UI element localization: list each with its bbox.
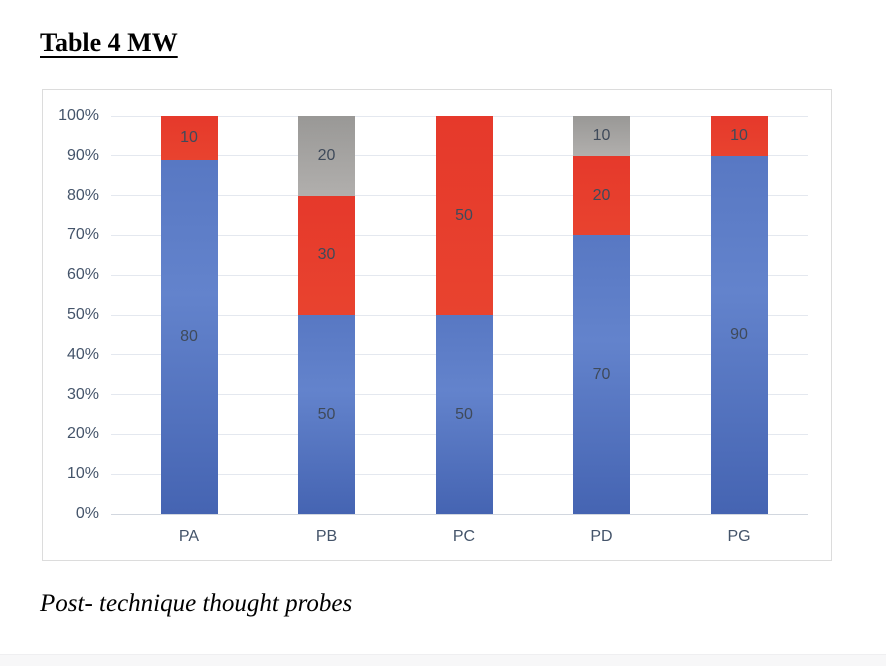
bar-segment-red <box>435 116 493 315</box>
bar-value-label: 10 <box>730 126 748 144</box>
bar-value-label: 50 <box>455 206 473 224</box>
y-axis-tick-label: 50% <box>66 306 99 323</box>
category-label: PD <box>590 528 613 545</box>
y-axis-tick-label: 100% <box>58 107 99 124</box>
y-axis-tick-label: 20% <box>66 425 99 443</box>
bar-segment-blue <box>160 160 218 514</box>
bar-value-label: 70 <box>592 365 611 383</box>
y-axis-tick-label: 40% <box>66 345 99 363</box>
y-axis-tick-label: 30% <box>66 385 99 403</box>
chart-frame: 0% 10% 20% 30% 40% 50% 60% 70% 80% 90% 100% 80 10 PA 5… <box>42 89 832 561</box>
bar-segment-blue <box>435 315 493 514</box>
bar-value-label: 50 <box>317 405 336 423</box>
bar-value-label: 90 <box>730 325 748 343</box>
bar-segment-gray <box>298 116 355 196</box>
category-label: PG <box>727 528 751 545</box>
y-axis-tick-label: 0% <box>75 505 99 522</box>
bar-segment-blue <box>573 235 630 514</box>
bar-value-label: 10 <box>180 129 198 147</box>
y-axis-tick-label: 90% <box>66 146 99 164</box>
bar-segment-red <box>573 155 630 236</box>
bar-value-label: 80 <box>180 328 198 346</box>
gridline <box>111 513 808 515</box>
caption: Post- technique thought probes <box>40 590 353 617</box>
bottom-strip <box>0 654 886 666</box>
plot-area: 0% 10% 20% 30% 40% 50% 60% 70% 80% 90% 100% 80 10 PA 5… <box>58 107 808 545</box>
bar-value-label: 50 <box>455 405 473 423</box>
y-axis-tick-label: 80% <box>66 186 99 204</box>
bar-value-label: 20 <box>317 146 336 164</box>
bar-segment-red <box>710 116 768 156</box>
bar-segment-red <box>160 116 218 161</box>
bar-segment-red <box>298 195 355 315</box>
bar-segment-gray <box>573 116 630 156</box>
y-axis-tick-label: 70% <box>66 226 99 244</box>
bar-value-label: 30 <box>317 246 336 264</box>
bar-segment-blue <box>710 155 768 514</box>
category-label: PA <box>178 528 200 545</box>
bar-value-label: 20 <box>592 186 611 204</box>
y-axis-tick-label: 10% <box>66 465 99 483</box>
bar-value-label: 10 <box>592 126 611 144</box>
category-label: PC <box>452 528 476 545</box>
bar-segment-blue <box>298 315 355 514</box>
y-axis-tick-label: 60% <box>66 266 99 284</box>
chart-title: Table 4 MW <box>40 28 178 57</box>
category-label: PB <box>315 528 338 545</box>
